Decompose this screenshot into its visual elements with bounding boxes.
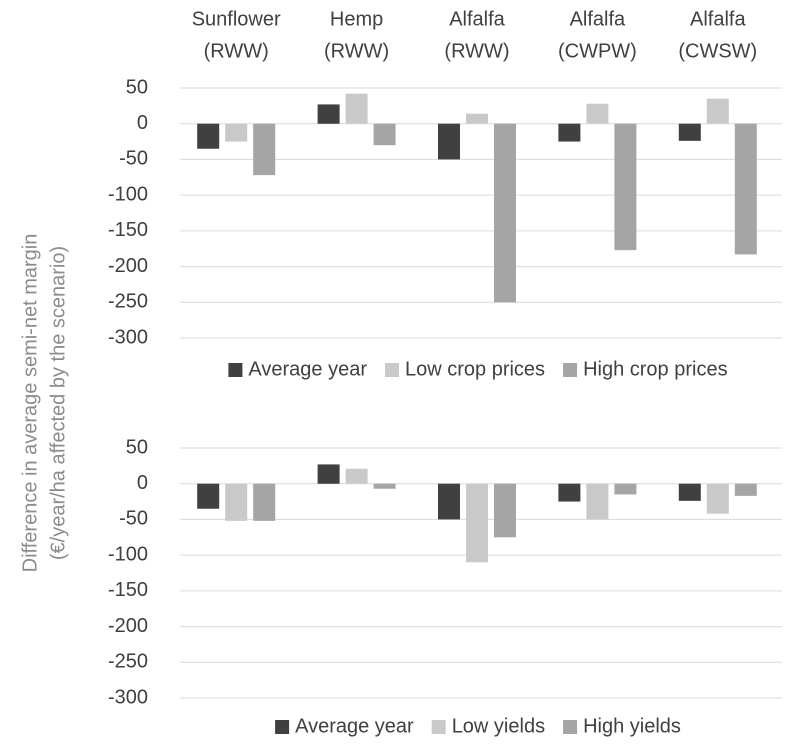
- y-tick-label: -200: [108, 255, 148, 277]
- y-tick-label: 0: [137, 472, 148, 494]
- y-tick-label: -150: [108, 579, 148, 601]
- legend-label: High crop prices: [583, 358, 728, 380]
- y-tick-label: 50: [126, 76, 148, 98]
- legend-label: Low yields: [452, 715, 545, 737]
- category-label: Alfalfa: [690, 8, 746, 30]
- bar: [373, 483, 396, 489]
- bar: [586, 483, 609, 520]
- bar: [438, 483, 460, 520]
- y-tick-label: -250: [108, 291, 148, 313]
- bar: [678, 483, 701, 501]
- bar: [734, 483, 757, 496]
- category-label: (RWW): [444, 40, 509, 62]
- category-label: (RWW): [324, 40, 389, 62]
- y-tick-label: -300: [108, 686, 148, 708]
- y-tick-label: -250: [108, 651, 148, 673]
- category-label: Sunflower: [192, 8, 281, 30]
- bar: [734, 123, 757, 255]
- y-tick-label: -100: [108, 543, 148, 565]
- legend-swatch: [563, 720, 578, 734]
- bar: [586, 103, 609, 124]
- category-label: Alfalfa: [570, 8, 626, 30]
- y-tick-label: -150: [108, 219, 148, 241]
- bar: [225, 483, 248, 521]
- bar: [253, 483, 276, 521]
- legend-swatch: [228, 363, 243, 377]
- bar: [197, 123, 220, 149]
- category-label: Alfalfa: [449, 8, 505, 30]
- bar: [466, 483, 488, 563]
- bar: [494, 483, 516, 538]
- y-tick-label: 0: [137, 112, 148, 134]
- legend-swatch: [275, 720, 290, 734]
- legend-label: Average year: [295, 715, 414, 737]
- legend-label: Average year: [248, 358, 367, 380]
- y-tick-label: -300: [108, 326, 148, 348]
- bar: [706, 98, 729, 124]
- y-tick-label: -100: [108, 183, 148, 205]
- legend-label: Low crop prices: [405, 358, 545, 380]
- bar: [678, 123, 701, 141]
- category-label: (CWPW): [558, 40, 637, 62]
- bar: [558, 123, 581, 142]
- y-tick-label: -50: [119, 508, 148, 530]
- bar: [614, 123, 637, 251]
- category-label: Hemp: [330, 8, 383, 30]
- bar: [558, 483, 581, 502]
- y-axis-label: (€/year/ha affected by the scenario): [47, 246, 69, 560]
- category-label: (RWW): [204, 40, 269, 62]
- y-tick-label: -50: [119, 148, 148, 170]
- category-label: (CWSW): [678, 40, 757, 62]
- y-axis-label: Difference in average semi-net margin: [19, 234, 41, 573]
- legend-swatch: [431, 720, 446, 734]
- y-tick-label: 50: [126, 436, 148, 458]
- legend-swatch: [385, 363, 400, 377]
- bar: [614, 483, 637, 495]
- bar: [466, 113, 488, 124]
- bar: [345, 468, 368, 484]
- bar: [345, 93, 368, 124]
- bar: [438, 123, 460, 160]
- bar: [317, 104, 340, 124]
- bar: [494, 123, 516, 303]
- bar: [253, 123, 276, 176]
- bar: [225, 123, 248, 142]
- legend-swatch: [563, 363, 578, 377]
- bar: [317, 464, 340, 484]
- bar: [706, 483, 729, 514]
- bar: [197, 483, 220, 509]
- y-tick-label: -200: [108, 615, 148, 637]
- bar: [373, 123, 396, 146]
- legend-label: High yields: [583, 715, 681, 737]
